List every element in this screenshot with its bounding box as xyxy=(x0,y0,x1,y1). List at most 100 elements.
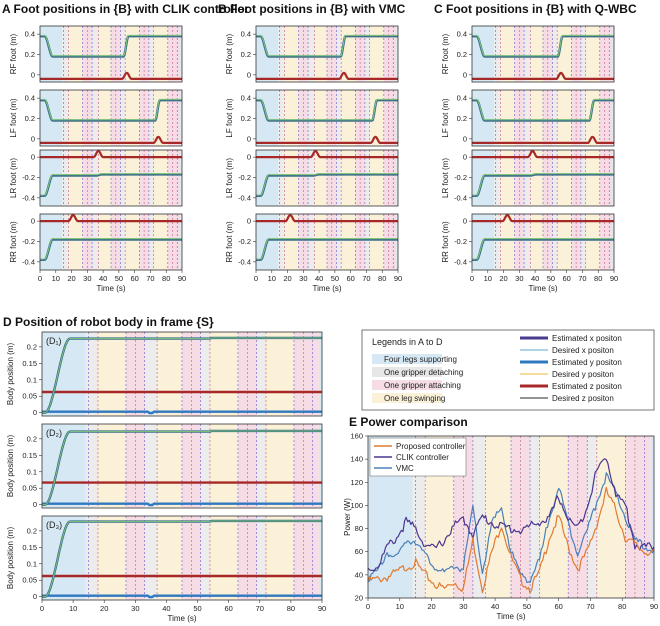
power-swing-band xyxy=(485,436,511,598)
y-axis-label: Power (W) xyxy=(343,498,352,536)
subplot-tag: (D₁) xyxy=(46,336,62,346)
desired-position-line xyxy=(40,34,182,57)
foot-swing-band xyxy=(284,26,299,82)
y-tick-label: 0.2 xyxy=(241,114,251,123)
legend-phase-label: One leg swinging xyxy=(384,394,445,403)
foot-support-band xyxy=(180,90,182,146)
y-tick-label: -0.4 xyxy=(22,193,35,202)
body-detach-band xyxy=(85,424,98,508)
foot-swing-band xyxy=(153,26,168,82)
foot-detach-band xyxy=(148,214,154,270)
body-support-band xyxy=(318,424,322,508)
y-tick-label: 0 xyxy=(463,217,467,226)
foot-support-band xyxy=(612,26,614,82)
legend-phase-swatch xyxy=(372,367,442,377)
y-tick-label: 0.4 xyxy=(25,30,35,39)
power-swing-band xyxy=(596,436,626,598)
foot-detach-band xyxy=(308,90,315,146)
foot-swing-band xyxy=(68,150,83,206)
body-attach-band xyxy=(294,424,319,508)
axes-frame xyxy=(39,25,183,83)
x-tick-label: 20 xyxy=(499,274,507,283)
y-tick-label: -0.4 xyxy=(454,193,467,202)
power-detach-band xyxy=(587,436,597,598)
foot-attach-band xyxy=(167,214,181,270)
foot-detach-band xyxy=(278,214,285,270)
y-tick-label: 0 xyxy=(247,134,251,143)
body-detach-band xyxy=(256,332,266,416)
foot-detach-band xyxy=(148,90,154,146)
x-tick-label: 50 xyxy=(115,274,123,283)
desired-position-line xyxy=(472,238,614,260)
y-tick-label: -0.2 xyxy=(238,237,251,246)
body-swing-band xyxy=(266,516,294,600)
foot-position-line xyxy=(255,238,399,261)
y-axis-label: RF foot (m) xyxy=(9,33,18,74)
foot-position-line xyxy=(471,35,615,58)
x-tick-label: 40 xyxy=(162,604,170,613)
axes-frame xyxy=(367,435,655,599)
foot-detach-band xyxy=(278,90,285,146)
y-tick-label: 0.15 xyxy=(22,451,37,460)
body-detach-band xyxy=(256,424,266,508)
body-y-line xyxy=(42,594,322,599)
foot-detach-band xyxy=(62,214,69,270)
y-tick-label: 0.2 xyxy=(457,50,467,59)
foot-detach-band xyxy=(364,90,370,146)
x-tick-label: 40 xyxy=(491,602,499,611)
foot-position-line xyxy=(39,35,183,58)
axes-frame xyxy=(471,25,615,83)
foot-swing-band xyxy=(557,150,572,206)
y-tick-label: 0 xyxy=(33,500,37,509)
foot-detach-band xyxy=(308,150,315,206)
legend-phase-swatch xyxy=(372,354,442,364)
foot-swing-band xyxy=(153,90,168,146)
z-position-line xyxy=(471,149,615,159)
foot-detach-band xyxy=(120,26,126,82)
y-tick-label: 0.2 xyxy=(25,114,35,123)
body-subplot-1: (D₁) 0 0.05 0.1 0.15 0.2 Body position (m) xyxy=(6,331,323,417)
body-detach-band xyxy=(144,516,158,600)
y-tick-label: 60 xyxy=(355,547,363,556)
foot-swing-band xyxy=(284,150,299,206)
foot-swing-band xyxy=(369,150,384,206)
foot-position-line xyxy=(471,173,615,198)
x-tick-label: 10 xyxy=(69,604,77,613)
x-tick-label: 70 xyxy=(256,604,264,613)
y-tick-label: 0.2 xyxy=(27,526,37,535)
y-tick-label: 0.2 xyxy=(27,342,37,351)
body-y-line xyxy=(42,410,322,415)
foot-detach-band xyxy=(552,90,558,146)
foot-support-band xyxy=(396,26,398,82)
foot-detach-band xyxy=(552,26,558,82)
desired-position-line xyxy=(256,173,398,196)
y-tick-label: -0.2 xyxy=(454,173,467,182)
x-tick-label: 30 xyxy=(459,602,467,611)
foot-detach-band xyxy=(524,90,531,146)
foot-support-band xyxy=(180,214,182,270)
x-tick-label: 20 xyxy=(67,274,75,283)
body-swing-band xyxy=(98,516,126,600)
x-tick-label: 30 xyxy=(299,274,307,283)
body-swing-band xyxy=(157,516,182,600)
body-y-line xyxy=(42,502,322,507)
x-tick-label: 90 xyxy=(610,274,618,283)
foot-support-band xyxy=(180,150,182,206)
y-tick-label: 0.05 xyxy=(22,576,37,585)
y-axis-label: RR foot (m) xyxy=(225,221,234,263)
body-swing-band xyxy=(210,516,238,600)
x-tick-label: 80 xyxy=(594,274,602,283)
x-tick-label: 20 xyxy=(283,274,291,283)
x-tick-label: 30 xyxy=(83,274,91,283)
foot-detach-band xyxy=(148,150,154,206)
y-axis-label: RR foot (m) xyxy=(9,221,18,263)
panel-title: D Position of robot body in frame {S} xyxy=(3,315,214,329)
axes-frame xyxy=(471,213,615,271)
foot-swing-band xyxy=(557,214,572,270)
foot-detach-band xyxy=(580,150,586,206)
y-axis-label: RR foot (m) xyxy=(441,221,450,263)
y-tick-label: -0.4 xyxy=(454,257,467,266)
x-tick-label: 20 xyxy=(427,602,435,611)
x-tick-label: 50 xyxy=(193,604,201,613)
x-tick-label: 40 xyxy=(99,274,107,283)
